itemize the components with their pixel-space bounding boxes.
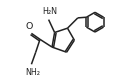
Text: H₂N: H₂N (42, 7, 57, 16)
Text: NH₂: NH₂ (25, 68, 40, 77)
Text: O: O (25, 22, 33, 31)
